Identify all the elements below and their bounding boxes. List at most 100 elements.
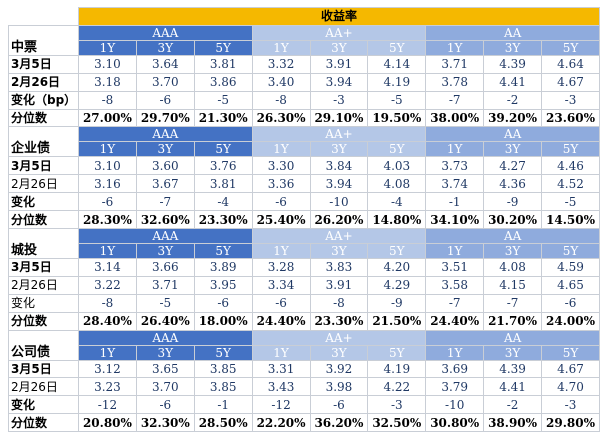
tenor-row: 1Y 3Y 5Y 1Y 3Y 5Y 1Y 3Y 5Y xyxy=(9,141,600,158)
table-cell: -5 xyxy=(135,293,195,313)
table-cell: 14.50% xyxy=(541,210,600,230)
table-cell: -5 xyxy=(367,90,427,110)
table-title: 收益率 xyxy=(78,7,600,26)
table-cell: 3.71 xyxy=(425,54,485,74)
section-header-row: 公司债 AAA AA+ AA xyxy=(8,329,600,361)
table-cell: -9 xyxy=(483,192,542,212)
tenor-label: 5Y xyxy=(367,344,427,361)
row-label: 分位数 xyxy=(8,210,79,230)
table-row: 2月26日 3.22 3.71 3.95 3.34 3.91 4.29 3.58 4.15 4.6… xyxy=(8,275,600,295)
table-cell: 14.80% xyxy=(367,210,427,230)
row-label: 3月5日 xyxy=(8,54,79,74)
table-cell: -8 xyxy=(78,293,137,313)
table-cell: -6 xyxy=(251,293,311,313)
table-cell: 4.19 xyxy=(367,359,427,379)
table-cell: 3.91 xyxy=(309,54,369,74)
tenor-label: 1Y xyxy=(425,344,485,361)
table-cell: 3.64 xyxy=(135,54,195,74)
section-name: 城投 xyxy=(8,228,79,260)
table-cell: 3.10 xyxy=(78,54,137,74)
table-cell: 32.60% xyxy=(135,210,195,230)
table-cell: 3.22 xyxy=(78,275,137,295)
table-cell: 4.15 xyxy=(483,275,542,295)
table-cell: 34.10% xyxy=(425,210,485,230)
table-cell: -4 xyxy=(367,192,427,212)
table-cell: 3.40 xyxy=(251,72,311,92)
table-cell: 21.50% xyxy=(367,311,427,331)
table-cell: 4.08 xyxy=(483,258,542,277)
row-label: 3月5日 xyxy=(8,156,79,176)
tenor-label: 3Y xyxy=(135,243,195,260)
yield-table: 收益率 中票 AAA AA+ AA 1Y 3Y 5Y 1Y 3Y 5Y 1Y 3Y 5Y 3月5日 3.10 3… xyxy=(8,7,600,432)
table-cell: 3.58 xyxy=(425,275,485,295)
table-cell: 3.95 xyxy=(193,275,253,295)
table-cell: -9 xyxy=(367,293,427,313)
table-row: 变化 -6 -7 -4 -6 -10 -4 -1 -9 -5 xyxy=(8,192,600,212)
tenor-label: 5Y xyxy=(193,39,253,56)
table-cell: 28.40% xyxy=(78,311,137,331)
table-row: 变化（bp） -8 -6 -5 -8 -3 -5 -7 -2 -3 xyxy=(8,90,600,110)
table-cell: 3.65 xyxy=(135,359,195,379)
tenor-label: 3Y xyxy=(309,243,369,260)
table-cell: -7 xyxy=(425,90,485,110)
table-cell: 3.74 xyxy=(425,174,485,194)
table-cell: 3.84 xyxy=(309,156,369,176)
table-cell: 3.12 xyxy=(78,359,137,379)
table-cell: -5 xyxy=(541,192,600,212)
tenor-label: 5Y xyxy=(541,39,600,56)
table-cell: 3.85 xyxy=(193,377,253,397)
table-cell: 23.30% xyxy=(193,210,253,230)
tenor-label: 5Y xyxy=(193,243,253,260)
tenor-label: 1Y xyxy=(251,39,311,56)
table-cell: 3.86 xyxy=(193,72,253,92)
table-cell: -2 xyxy=(483,395,542,415)
table-cell: -2 xyxy=(483,90,542,110)
table-cell: -6 xyxy=(309,395,369,415)
table-cell: 23.30% xyxy=(309,311,369,331)
tenor-label: 1Y xyxy=(251,243,311,260)
rating-group-label: AAA xyxy=(78,126,253,143)
table-row: 3月5日 3.10 3.60 3.76 3.30 3.84 4.03 3.73 4.27 4.46 xyxy=(8,156,600,176)
table-cell: 32.30% xyxy=(135,413,195,432)
rating-group-label: AA+ xyxy=(251,329,427,346)
tenor-label: 1Y xyxy=(425,39,485,56)
table-cell: 3.70 xyxy=(135,72,195,92)
table-row: 2月26日 3.16 3.67 3.81 3.36 3.94 4.08 3.74 4.36 4.5… xyxy=(8,174,600,194)
table-cell: 19.50% xyxy=(367,108,427,128)
rating-group-label: AA xyxy=(425,24,600,41)
table-cell: 3.83 xyxy=(309,258,369,277)
table-cell: -8 xyxy=(309,293,369,313)
rating-group-label: AAA xyxy=(78,228,253,245)
table-cell: 3.76 xyxy=(193,156,253,176)
table-cell: 30.80% xyxy=(425,413,485,432)
tenor-row: 1Y 3Y 5Y 1Y 3Y 5Y 1Y 3Y 5Y xyxy=(9,39,600,56)
table-cell: 28.30% xyxy=(78,210,137,230)
table-cell: 21.70% xyxy=(483,311,542,331)
table-cell: -4 xyxy=(193,192,253,212)
row-label: 3月5日 xyxy=(8,258,79,277)
table-cell: 38.00% xyxy=(425,108,485,128)
row-label: 分位数 xyxy=(8,311,79,331)
tenor-label: 5Y xyxy=(193,141,253,158)
tenor-label: 3Y xyxy=(483,39,542,56)
table-row: 2月26日 3.23 3.70 3.85 3.43 3.98 4.22 3.79 4.41 4.7… xyxy=(8,377,600,397)
table-row: 分位数 28.30% 32.60% 23.30% 25.40% 26.20% 14.80% 3… xyxy=(8,210,600,230)
rating-group-label: AA+ xyxy=(251,228,427,245)
table-cell: -3 xyxy=(541,395,600,415)
table-cell: -6 xyxy=(193,293,253,313)
table-cell: 4.39 xyxy=(483,359,542,379)
table-cell: -12 xyxy=(251,395,311,415)
table-cell: 3.28 xyxy=(251,258,311,277)
table-cell: 3.94 xyxy=(309,174,369,194)
table-cell: 4.41 xyxy=(483,72,542,92)
table-cell: 3.70 xyxy=(135,377,195,397)
table-cell: -1 xyxy=(193,395,253,415)
table-cell: 3.73 xyxy=(425,156,485,176)
table-cell: 18.00% xyxy=(193,311,253,331)
table-cell: 3.71 xyxy=(135,275,195,295)
table-cell: 39.20% xyxy=(483,108,542,128)
table-cell: 26.20% xyxy=(309,210,369,230)
table-cell: 4.03 xyxy=(367,156,427,176)
table-cell: 3.67 xyxy=(135,174,195,194)
table-cell: 4.67 xyxy=(541,359,600,379)
